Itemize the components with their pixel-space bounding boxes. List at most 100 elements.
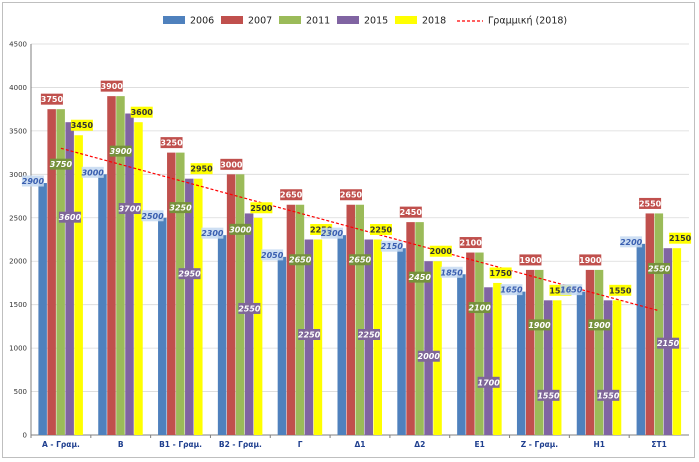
y-tick-label: 1000: [9, 345, 27, 353]
bar-2006: [337, 235, 346, 435]
x-category-label: B2 - Γραμ.: [219, 440, 262, 449]
data-label-bg: [669, 232, 692, 244]
data-label-text: 2500: [141, 212, 164, 221]
data-label-text: 1900: [579, 256, 602, 265]
data-label-bg: [70, 119, 93, 131]
data-label-bg: [238, 302, 261, 314]
data-label-text: 2650: [349, 256, 372, 265]
data-label-bg: [560, 284, 583, 296]
data-label-text: 2250: [298, 331, 321, 340]
data-label-bg: [40, 93, 63, 105]
data-label-text: 2950: [190, 165, 213, 174]
bar-2006: [98, 174, 107, 436]
y-tick-label: 1500: [9, 301, 27, 309]
data-label-bg: [500, 284, 523, 296]
bar-2011: [534, 269, 544, 435]
data-label-2011: 3900: [109, 145, 133, 157]
bar-2015: [484, 287, 493, 435]
legend-label-2015: 2015: [364, 16, 388, 27]
data-label-bg: [109, 145, 132, 157]
x-category-label: Δ2: [414, 440, 425, 449]
bar-2007: [107, 96, 116, 435]
data-label-bg: [81, 166, 104, 178]
data-label-bg: [358, 329, 380, 340]
data-label-bg: [429, 245, 452, 257]
data-label-2011: 3250: [169, 202, 192, 214]
y-tick-label: 0: [23, 432, 27, 440]
data-label-2018: 2150: [669, 232, 692, 244]
data-label-text: 2450: [409, 273, 432, 282]
bar-2011: [415, 222, 424, 435]
bar-2018: [612, 300, 622, 435]
legend-swatch-2006: [163, 16, 185, 24]
data-label-text: 2000: [430, 247, 453, 256]
y-tick-label: 2000: [9, 258, 27, 266]
x-category-label: A - Γραμ.: [42, 440, 80, 449]
bar-2006: [158, 217, 167, 435]
bar-2007: [346, 204, 355, 435]
data-label-text: 2300: [321, 229, 344, 238]
data-label-bg: [220, 158, 243, 170]
legend-label-2011: 2011: [306, 16, 330, 27]
data-label-2015: 1550: [537, 389, 560, 401]
data-label-bg: [519, 254, 542, 266]
data-label-2015: 2550: [238, 302, 261, 314]
data-label-text: 3750: [50, 160, 73, 169]
data-label-text: 2500: [250, 204, 273, 213]
bar-2007: [585, 269, 595, 435]
data-label-bg: [298, 329, 321, 340]
data-label-2011: 2100: [469, 302, 491, 314]
data-label-bg: [261, 249, 284, 261]
legend-label-2006: 2006: [190, 16, 214, 27]
axes: 0 500 1000 1500 2000 2500 3000 3500 4000 4500 A - …: [9, 41, 689, 449]
data-label-2007: 2650: [280, 189, 303, 201]
data-label-2018: 1750: [490, 267, 513, 279]
data-label-text: 2000: [418, 352, 441, 361]
legend-swatch-2018: [395, 16, 417, 24]
bar-2018: [194, 178, 203, 435]
data-label-2006: 2500: [141, 210, 164, 222]
data-label-text: 2950: [178, 270, 201, 279]
y-tick-label: 2500: [9, 214, 27, 222]
chart-frame: 0 500 1000 1500 2000 2500 3000 3500 4000 4500 A - …: [2, 2, 695, 458]
data-label-2006: 2150: [380, 240, 404, 252]
data-label-2015: 2150: [657, 337, 680, 349]
bar-2018: [253, 217, 263, 435]
y-tick-label: 3500: [9, 127, 27, 135]
data-label-bg: [597, 389, 620, 401]
data-label-2007: 3250: [160, 137, 183, 149]
data-label-text: 3900: [110, 147, 133, 156]
bar-2006: [576, 291, 586, 435]
bar-2011: [176, 152, 185, 435]
data-label-2011: 2650: [289, 254, 312, 266]
data-label-bg: [250, 202, 273, 214]
data-label-2018: 2250: [370, 224, 393, 235]
legend-label-2018: 2018: [422, 16, 446, 27]
data-labels: 2900 3750 3750 3600 3450 3000 3900 3900 3700 3600…: [22, 80, 692, 401]
data-label-text: 2150: [381, 242, 404, 251]
data-label-2015: 2250: [298, 329, 321, 340]
data-label-bg: [190, 163, 213, 175]
data-label-text: 3700: [119, 205, 142, 214]
data-label-text: 1750: [490, 269, 513, 278]
data-label-2015: 3700: [119, 203, 142, 215]
data-label-text: 2450: [400, 208, 423, 217]
data-label-text: 1550: [609, 286, 632, 295]
data-label-2007: 1900: [579, 254, 602, 266]
trendline-2018: [60, 147, 660, 312]
data-label-2015: 2250: [358, 329, 381, 340]
data-label-bg: [178, 268, 201, 280]
data-label-text: 3250: [169, 204, 192, 213]
bar-2011: [116, 96, 125, 435]
bar-2006: [277, 256, 287, 435]
data-label-bg: [349, 254, 371, 266]
data-label-bg: [620, 236, 643, 248]
x-category-label: E1: [474, 440, 484, 449]
data-label-bg: [639, 197, 662, 209]
bar-2015: [244, 213, 254, 435]
legend-swatch-2011: [279, 16, 301, 24]
data-label-text: 3600: [59, 213, 82, 222]
data-label-bg: [408, 271, 431, 283]
data-label-bg: [380, 240, 403, 252]
data-label-bg: [201, 227, 224, 239]
